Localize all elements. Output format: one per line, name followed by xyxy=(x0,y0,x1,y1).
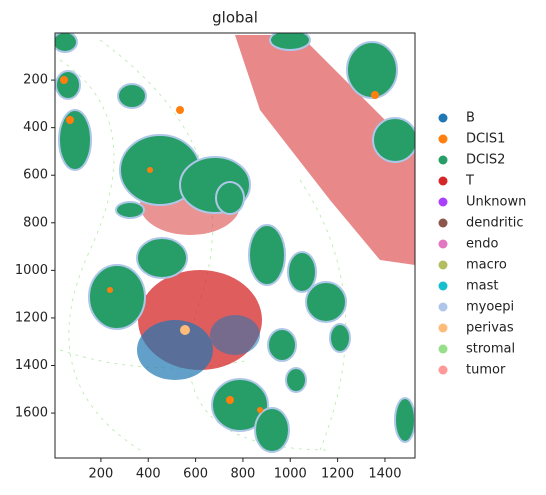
gland xyxy=(267,328,297,362)
legend-marker xyxy=(438,134,448,144)
gland xyxy=(58,109,92,171)
x-tick-label: 600 xyxy=(183,467,208,482)
gland xyxy=(136,237,188,279)
tissue-image xyxy=(55,33,415,453)
gland xyxy=(248,224,286,286)
gland xyxy=(211,378,269,432)
x-tick-label: 1200 xyxy=(321,467,354,482)
gland xyxy=(55,70,81,100)
spot xyxy=(147,167,153,173)
gland xyxy=(254,407,290,453)
legend-label: tumor xyxy=(466,363,506,378)
spot xyxy=(257,407,263,413)
gland xyxy=(55,33,78,53)
legend-label: mast xyxy=(466,279,499,294)
legend-label: T xyxy=(465,174,474,189)
spot xyxy=(226,396,234,404)
chart-title: global xyxy=(212,9,258,27)
t-cell-region xyxy=(235,35,415,265)
y-tick-label: 200 xyxy=(23,73,48,88)
gland xyxy=(346,41,398,99)
legend-label: endo xyxy=(466,237,498,252)
dcis1-spots xyxy=(60,76,379,413)
legend-label: DCIS2 xyxy=(466,153,505,168)
b-cell-region xyxy=(210,315,260,355)
spot xyxy=(107,287,113,293)
legend-marker xyxy=(438,365,448,375)
gland xyxy=(285,367,307,393)
gland xyxy=(117,83,147,109)
legend-marker xyxy=(438,197,448,207)
gland xyxy=(329,323,351,353)
gland xyxy=(269,33,311,51)
x-tick-label: 1400 xyxy=(368,467,401,482)
legend-marker xyxy=(438,176,448,186)
legend-label: DCIS1 xyxy=(466,132,505,147)
legend-label: stromal xyxy=(466,342,515,357)
gland xyxy=(215,181,245,215)
legend-marker xyxy=(438,155,448,165)
y-tick-label: 1600 xyxy=(15,406,48,421)
x-tick-label: 800 xyxy=(231,467,256,482)
legend-label: macro xyxy=(466,258,507,273)
spot xyxy=(66,116,74,124)
legend-marker xyxy=(438,302,448,312)
spot xyxy=(180,325,190,335)
spot xyxy=(60,76,68,84)
legend-marker xyxy=(438,344,448,354)
stroma-fiber xyxy=(59,59,141,451)
y-tick-label: 1000 xyxy=(15,263,48,278)
y-tick-label: 600 xyxy=(23,168,48,183)
x-tick-label: 400 xyxy=(136,467,161,482)
legend-marker xyxy=(438,281,448,291)
legend-label: myoepi xyxy=(466,300,514,315)
y-tick-label: 800 xyxy=(23,215,48,230)
y-tick-label: 400 xyxy=(23,120,48,135)
x-tick-label: 1000 xyxy=(274,467,307,482)
legend-label: dendritic xyxy=(466,216,524,231)
stroma-fiber xyxy=(99,39,331,451)
gland xyxy=(287,251,317,293)
legend-marker xyxy=(438,323,448,333)
legend-marker xyxy=(438,239,448,249)
y-tick-label: 1400 xyxy=(15,358,48,373)
legend-marker xyxy=(438,218,448,228)
legend-label: B xyxy=(466,111,475,126)
gland xyxy=(88,264,146,330)
gland xyxy=(305,281,347,323)
gland xyxy=(372,117,415,163)
y-tick-label: 1200 xyxy=(15,310,48,325)
legend-marker xyxy=(438,113,448,123)
b-cell-region xyxy=(137,320,213,380)
spot xyxy=(176,106,184,114)
glands xyxy=(55,33,415,453)
legend-marker xyxy=(438,260,448,270)
gland xyxy=(115,201,145,219)
legend-label: perivas xyxy=(466,321,514,336)
legend-label: Unknown xyxy=(466,195,526,210)
plot-frame xyxy=(54,32,416,459)
x-tick-label: 200 xyxy=(89,467,114,482)
spot xyxy=(371,91,379,99)
gland xyxy=(394,397,415,443)
